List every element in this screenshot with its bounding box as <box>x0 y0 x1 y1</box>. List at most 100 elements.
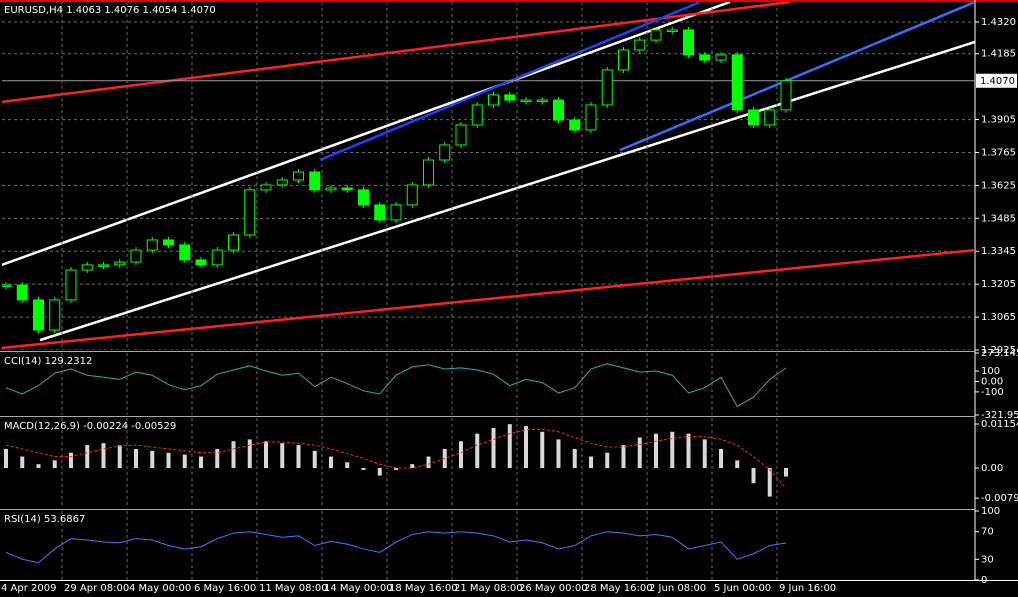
candle <box>358 189 369 206</box>
candle <box>439 144 451 161</box>
x-tick-label: 26 May 00:00 <box>519 583 588 594</box>
histogram-bar <box>345 462 350 468</box>
candle <box>471 104 483 126</box>
candle <box>293 171 304 181</box>
trendline <box>619 2 975 152</box>
histogram-bar <box>85 445 90 468</box>
histogram-bar <box>361 467 366 470</box>
candle <box>33 299 44 331</box>
candle <box>374 204 386 221</box>
histogram-bar <box>637 437 642 468</box>
pane-title: EURUSD,H4 1.4063 1.4076 1.4054 1.4070 <box>4 5 216 16</box>
indicator-line <box>5 531 787 564</box>
candle <box>195 259 207 266</box>
candle <box>228 234 239 251</box>
histogram-bar <box>784 467 788 477</box>
histogram-bar <box>69 452 73 468</box>
y-tick-label: -0.00791 <box>981 493 1018 504</box>
x-tick-label: 18 May 16:00 <box>389 583 458 594</box>
y-tick-label: 0.00 <box>981 463 1003 474</box>
x-tick-label: 28 May 16:00 <box>584 583 653 594</box>
candle <box>163 239 174 246</box>
y-tick-label: 30 <box>981 554 994 565</box>
candle <box>764 109 776 126</box>
histogram-bar <box>524 426 528 468</box>
candle <box>504 94 516 101</box>
histogram-bar <box>589 456 593 468</box>
candle <box>569 119 581 131</box>
candle <box>341 187 353 191</box>
candle <box>406 184 418 206</box>
candle <box>601 69 613 106</box>
candle <box>390 204 402 221</box>
y-tick-label: 1.3905 <box>981 115 1016 126</box>
histogram-bar <box>491 427 496 468</box>
histogram-bar <box>117 445 122 468</box>
candle <box>276 179 288 186</box>
histogram-bar <box>20 456 25 468</box>
candle <box>260 184 272 191</box>
histogram-bar <box>199 456 203 468</box>
candle <box>309 171 321 191</box>
histogram-bar <box>670 431 675 468</box>
histogram-bar <box>702 439 707 468</box>
candle <box>146 239 158 251</box>
candle <box>130 249 142 263</box>
histogram-bar <box>735 460 740 468</box>
x-tick-label: 21 May 08:00 <box>454 583 523 594</box>
histogram-bar <box>36 464 41 468</box>
pane-title: RSI(14) 53.6867 <box>4 514 85 525</box>
x-tick-label: 5 Jun 00:00 <box>714 583 771 594</box>
candle <box>585 104 597 131</box>
y-tick-label: 1.3485 <box>981 213 1016 224</box>
histogram-bar <box>134 448 138 468</box>
candle <box>49 299 61 331</box>
y-tick-label: 1.3625 <box>981 180 1016 191</box>
histogram-bar <box>540 431 545 468</box>
pane-title: CCI(14) 129.2312 <box>4 356 92 367</box>
candle <box>455 124 467 146</box>
candle <box>81 264 93 271</box>
candle <box>650 29 662 41</box>
histogram-bar <box>394 467 398 470</box>
histogram-bar <box>312 450 317 468</box>
candle <box>65 269 77 301</box>
histogram-bar <box>231 441 236 468</box>
x-tick-label: 14 May 00:00 <box>324 583 393 594</box>
signal-line <box>5 428 787 489</box>
candle <box>211 249 223 266</box>
indicator-line <box>5 363 787 408</box>
histogram-bar <box>410 464 415 468</box>
candle <box>666 29 678 32</box>
candle <box>520 99 532 103</box>
histogram-bar <box>247 439 252 468</box>
y-tick-label: -100 <box>981 387 1004 398</box>
candle <box>553 99 564 121</box>
y-tick-label: 70 <box>981 527 994 538</box>
trendline <box>39 40 975 342</box>
histogram-bar <box>215 448 220 468</box>
x-tick-label: 2 Jun 08:00 <box>649 583 706 594</box>
main-pane <box>2 2 975 350</box>
y-tick-label: 1.4320 <box>981 17 1016 28</box>
last-price-box <box>976 73 1017 88</box>
y-tick-label: 1.4185 <box>981 49 1016 60</box>
histogram-bar <box>101 443 106 468</box>
candle <box>114 261 126 266</box>
candle <box>536 99 548 103</box>
x-tick-label: 4 Apr 2009 <box>1 583 56 594</box>
histogram-bar <box>264 441 268 468</box>
candle <box>244 189 256 236</box>
trendline <box>2 2 731 267</box>
histogram-bar <box>719 448 723 468</box>
y-tick-label: 0.01154 <box>981 419 1018 430</box>
x-tick-label: 4 May 00:00 <box>129 583 191 594</box>
x-tick-label: 6 May 16:00 <box>194 583 256 594</box>
candle <box>715 54 727 61</box>
candle <box>179 244 191 261</box>
candle <box>634 39 646 51</box>
candle <box>618 49 629 71</box>
x-tick-label: 9 Jun 16:00 <box>779 583 836 594</box>
y-tick-label: -321.953 <box>981 410 1018 421</box>
histogram-bar <box>182 454 187 468</box>
